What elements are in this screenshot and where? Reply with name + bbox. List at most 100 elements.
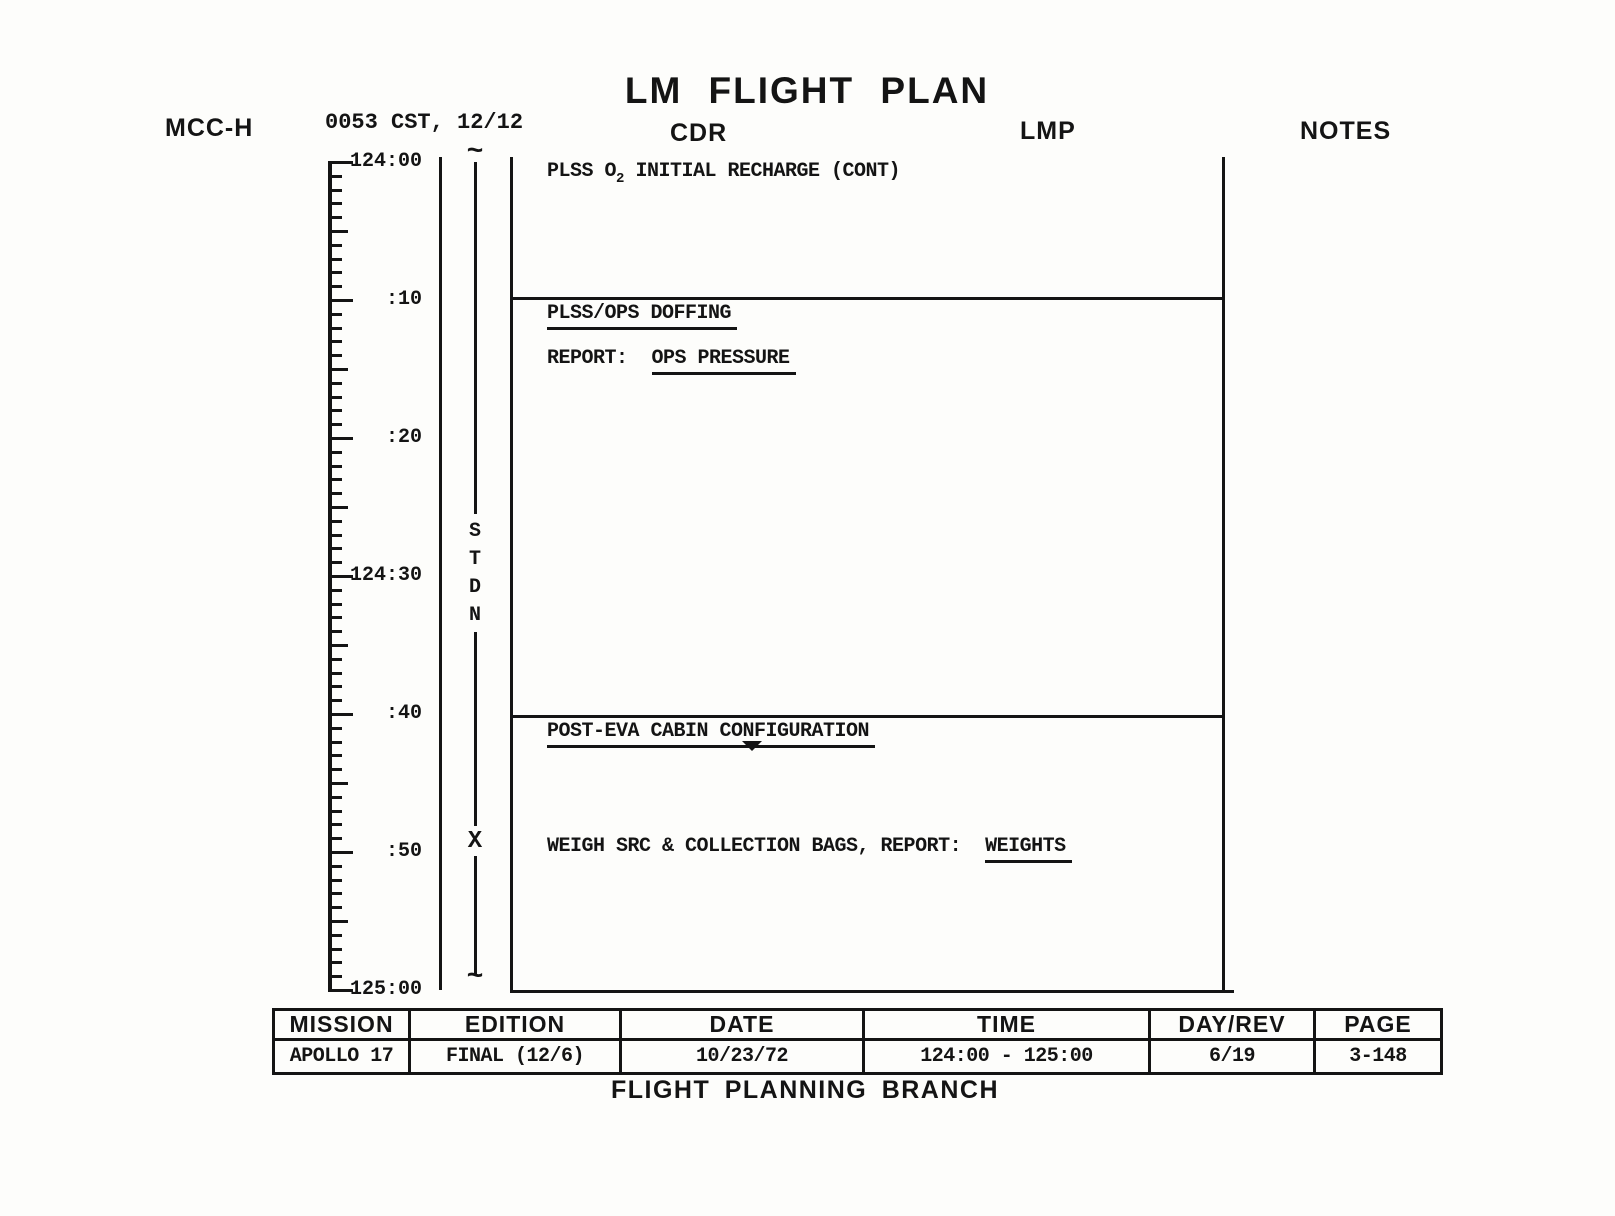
activity-report-ops-pressure: REPORT: OPS PRESSURE	[547, 347, 796, 375]
time-tick-label: :40	[385, 702, 422, 725]
value-edition: FINAL (12/6)	[408, 1038, 622, 1075]
ruler-tick	[332, 657, 342, 661]
ruler-tick	[332, 602, 342, 606]
ruler-tick	[332, 381, 342, 385]
cst-time-tag: 0053 CST, 12/12	[325, 110, 524, 135]
time-ruler	[328, 161, 356, 992]
timeline-flow-line	[439, 157, 442, 990]
ruler-tick	[332, 933, 342, 937]
page-title: LM FLIGHT PLAN	[624, 70, 990, 111]
ruler-tick	[332, 644, 348, 647]
activity-divider-124-40	[510, 715, 1225, 718]
header-time: TIME	[862, 1008, 1151, 1041]
ruler-tick	[332, 823, 342, 827]
stdn-label: S T D N	[468, 520, 481, 627]
ruler-tick	[332, 726, 342, 730]
ruler-tick	[332, 892, 342, 896]
ruler-tick	[332, 864, 342, 868]
subscript-2: 2	[616, 171, 624, 187]
ruler-tick	[332, 782, 348, 785]
value-date: 10/23/72	[619, 1038, 865, 1075]
ruler-tick	[332, 492, 342, 496]
caret-down-icon	[742, 741, 762, 751]
ruler-tick	[332, 257, 342, 261]
ruler-tick	[332, 326, 342, 330]
ruler-tick	[332, 947, 342, 951]
ruler-tick	[332, 312, 342, 316]
ruler-tick	[332, 354, 342, 358]
ruler-tick	[332, 423, 342, 427]
ruler-tick	[332, 368, 348, 371]
activity-plss-ops-doffing: PLSS/OPS DOFFING	[547, 302, 738, 330]
ruler-tick	[332, 588, 342, 592]
notes-column-header: NOTES	[1300, 117, 1392, 145]
header-page: PAGE	[1313, 1008, 1443, 1041]
ruler-tick	[332, 202, 342, 206]
ruler-tick	[332, 561, 342, 565]
value-page: 3-148	[1313, 1038, 1443, 1075]
stdn-handover-x-marker: X	[467, 828, 483, 855]
mcc-h-label: MCC-H	[165, 114, 254, 142]
ruler-tick	[332, 533, 342, 537]
activity-pane-bottom-border	[510, 990, 1234, 993]
ruler-tick	[332, 478, 342, 482]
ruler-tick	[332, 837, 342, 841]
activity-divider-124-10	[510, 297, 1225, 300]
ruler-tick	[332, 616, 342, 620]
ruler-tick	[332, 506, 348, 509]
ruler-tick	[332, 989, 353, 992]
ruler-tick	[332, 395, 342, 399]
ruler-tick	[332, 285, 342, 289]
ruler-tick	[332, 340, 342, 344]
ruler-tick	[332, 450, 342, 454]
ruler-tick	[332, 878, 342, 882]
time-tick-label: :50	[385, 840, 422, 863]
time-tick-label: 124:30	[349, 564, 422, 587]
mission-table-header-row: MISSION EDITION DATE TIME DAY/REV PAGE	[272, 1008, 1443, 1041]
ruler-tick	[332, 161, 353, 164]
value-day-rev: 6/19	[1148, 1038, 1316, 1075]
cdr-column-header: CDR	[670, 119, 728, 147]
ruler-tick	[332, 754, 342, 758]
stdn-arrow-bottom-curl: ~	[466, 962, 484, 993]
ruler-tick	[332, 961, 342, 965]
ruler-tick	[332, 975, 342, 979]
ruler-tick	[332, 174, 342, 178]
ruler-tick	[332, 437, 353, 440]
ruler-tick	[332, 188, 342, 192]
ruler-tick	[332, 920, 348, 923]
lmp-column-header: LMP	[1020, 117, 1076, 145]
ruler-tick	[332, 740, 342, 744]
time-tick-label: 125:00	[349, 978, 422, 1001]
ruler-tick	[332, 547, 342, 551]
ruler-tick	[332, 464, 342, 468]
value-mission: APOLLO 17	[272, 1038, 411, 1075]
ruler-tick	[332, 809, 342, 813]
ruler-tick	[332, 713, 353, 716]
ruler-tick	[332, 685, 342, 689]
stdn-line-segment	[474, 856, 477, 976]
ruler-tick	[332, 630, 342, 634]
ruler-tick	[332, 230, 348, 233]
flight-planning-branch-label: FLIGHT PLANNING BRANCH	[610, 1076, 1000, 1104]
activity-pane-left-border	[510, 157, 513, 993]
ruler-tick	[332, 768, 342, 772]
time-tick-label: :10	[385, 288, 422, 311]
activity-weigh-src-bags: WEIGH SRC & COLLECTION BAGS, REPORT: WEIG…	[547, 835, 1072, 863]
header-date: DATE	[619, 1008, 865, 1041]
activity-pane-right-border	[1222, 157, 1225, 993]
header-edition: EDITION	[408, 1008, 622, 1041]
ruler-tick	[332, 671, 342, 675]
ruler-tick	[332, 795, 342, 799]
value-time: 124:00 - 125:00	[862, 1038, 1151, 1075]
ruler-tick	[332, 906, 342, 910]
mission-data-table: MISSION EDITION DATE TIME DAY/REV PAGE A…	[272, 1008, 1443, 1075]
ruler-tick	[332, 575, 353, 578]
ruler-tick	[332, 699, 342, 703]
ruler-tick	[332, 409, 342, 413]
stdn-line-segment	[474, 632, 477, 826]
ruler-tick	[332, 519, 342, 523]
ruler-tick	[332, 243, 342, 247]
mission-table-value-row: APOLLO 17 FINAL (12/6) 10/23/72 124:00 -…	[272, 1038, 1443, 1075]
